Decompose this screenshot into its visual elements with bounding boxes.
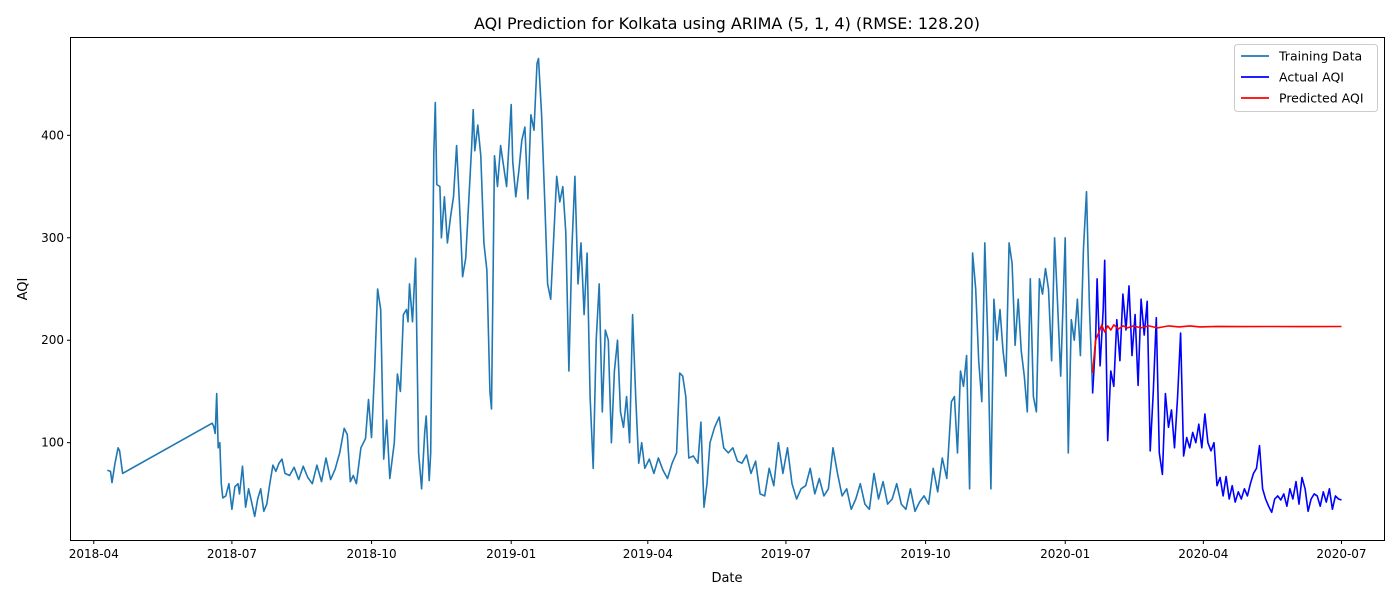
x-tick-label: 2018-07 (207, 547, 257, 561)
series-line-1 (107, 57, 1094, 518)
x-tick-label: 2019-04 (623, 547, 673, 561)
x-axis: 2018-04 2018-07 2018-10 2019-01 2019-04 2019-… (69, 540, 1367, 561)
x-tick-label: 2019-07 (761, 547, 811, 561)
series-line-3 (1091, 324, 1342, 374)
y-tick-label: 100 (41, 436, 64, 450)
legend-box (1234, 44, 1378, 112)
y-tick-label: 300 (41, 231, 64, 245)
chart-title: AQI Prediction for Kolkata using ARIMA (… (474, 14, 980, 33)
y-axis: 100 200 300 400 (41, 128, 71, 450)
x-axis-label: Date (711, 571, 742, 586)
series-line-2 (1091, 259, 1342, 514)
legend: Training Data Actual AQI Predicted AQI (1234, 44, 1378, 112)
x-tick-label: 2018-04 (69, 547, 119, 561)
x-tick-label: 2020-07 (1316, 547, 1366, 561)
x-tick-label: 2020-04 (1178, 547, 1228, 561)
y-tick-label: 200 (41, 333, 64, 347)
x-tick-label: 2019-10 (901, 547, 951, 561)
y-tick-label: 400 (41, 128, 64, 142)
legend-label: Training Data (1278, 49, 1362, 64)
y-axis-label: AQI (16, 278, 31, 301)
legend-label: Predicted AQI (1279, 91, 1364, 106)
plot-frame (70, 37, 1385, 541)
x-tick-label: 2020-01 (1040, 547, 1090, 561)
legend-label: Actual AQI (1279, 70, 1344, 85)
plot-lines (107, 57, 1342, 518)
x-tick-label: 2018-10 (346, 547, 396, 561)
x-tick-label: 2019-01 (486, 547, 536, 561)
